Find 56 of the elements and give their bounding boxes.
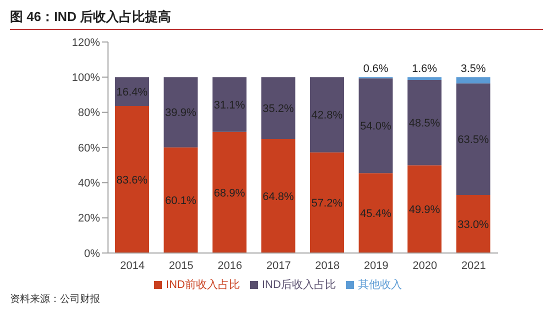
legend-label: IND后收入占比 bbox=[262, 279, 336, 291]
y-tick-label: 20% bbox=[78, 212, 100, 225]
data-label: 39.9% bbox=[165, 107, 197, 120]
x-tick-label: 2016 bbox=[218, 260, 242, 272]
x-tick-label: 2015 bbox=[168, 260, 194, 272]
y-tick-label: 60% bbox=[78, 142, 100, 154]
data-label: 42.8% bbox=[311, 110, 343, 122]
bar bbox=[456, 77, 490, 84]
data-label: 57.2% bbox=[311, 198, 343, 210]
bar bbox=[456, 194, 490, 253]
bar bbox=[408, 80, 442, 166]
data-label: 31.1% bbox=[214, 99, 246, 112]
y-tick-label: 80% bbox=[78, 107, 100, 120]
bar bbox=[358, 173, 393, 253]
bar bbox=[310, 77, 344, 152]
data-label: 54.0% bbox=[360, 120, 392, 133]
data-label: 0.6% bbox=[363, 63, 388, 76]
bar bbox=[115, 106, 149, 253]
bar bbox=[212, 77, 246, 132]
x-tick-label: 2017 bbox=[266, 260, 291, 272]
bar bbox=[261, 139, 296, 253]
bar bbox=[408, 165, 442, 253]
data-label: 48.5% bbox=[408, 118, 440, 130]
bar bbox=[408, 77, 442, 80]
data-label: 33.0% bbox=[458, 218, 490, 231]
bar bbox=[261, 77, 296, 140]
x-tick-label: 2019 bbox=[364, 260, 388, 272]
data-label: 68.9% bbox=[214, 187, 246, 200]
y-tick-label: 40% bbox=[78, 178, 100, 190]
bar bbox=[310, 152, 344, 253]
data-label: 49.9% bbox=[408, 204, 440, 216]
x-tick-label: 2018 bbox=[315, 260, 340, 272]
data-label: 45.4% bbox=[360, 208, 392, 220]
chart-title: 图 46：IND 后收入占比提高 bbox=[10, 8, 543, 30]
y-tick-label: 120% bbox=[72, 36, 100, 49]
data-label: 3.5% bbox=[460, 63, 486, 76]
bar bbox=[358, 78, 393, 174]
legend-label: 其他收入 bbox=[358, 279, 402, 291]
data-label: 64.8% bbox=[262, 190, 294, 203]
x-tick-label: 2021 bbox=[461, 260, 486, 272]
data-label: 63.5% bbox=[458, 134, 490, 146]
data-label: 83.6% bbox=[116, 174, 148, 186]
legend-label: IND前收入占比 bbox=[166, 279, 240, 291]
y-tick-label: 0% bbox=[84, 248, 100, 260]
x-tick-label: 2020 bbox=[412, 260, 438, 272]
data-label: 35.2% bbox=[262, 103, 294, 116]
data-label: 1.6% bbox=[412, 63, 438, 76]
bar bbox=[212, 132, 246, 253]
x-tick-label: 2014 bbox=[120, 260, 145, 272]
text: 资料来源：公司财报 bbox=[10, 292, 101, 306]
data-label: 16.4% bbox=[116, 86, 148, 98]
data-label: 60.1% bbox=[165, 195, 197, 208]
bar bbox=[164, 77, 198, 148]
bar bbox=[164, 147, 198, 253]
bar bbox=[456, 83, 490, 195]
y-tick-label: 100% bbox=[72, 72, 100, 84]
